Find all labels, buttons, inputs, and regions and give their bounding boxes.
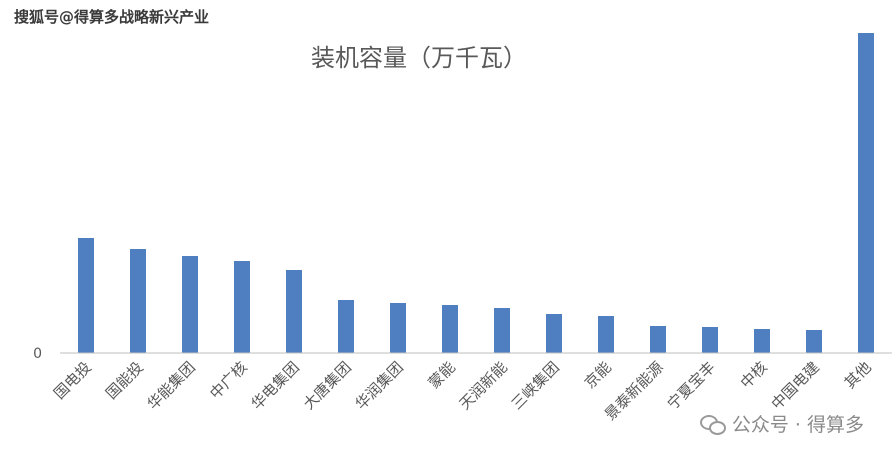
bar	[754, 329, 770, 353]
x-tick-label: 华能集团	[144, 358, 199, 413]
bar	[702, 327, 718, 353]
x-tick-label: 天润新能	[456, 358, 511, 413]
bars-group	[78, 33, 874, 353]
bar	[650, 326, 666, 353]
bar	[442, 305, 458, 353]
bar	[234, 261, 250, 353]
bar	[130, 249, 146, 353]
bar	[806, 330, 822, 353]
x-tick-label: 华润集团	[352, 358, 407, 413]
watermark-bottom: 公众号 · 得算多	[699, 410, 864, 437]
chart-title: 装机容量（万千瓦）	[311, 44, 527, 72]
watermark-top: 搜狐号@得算多战略新兴产业	[14, 8, 210, 26]
bar	[598, 316, 614, 353]
x-tick-label: 宁夏宝丰	[664, 358, 719, 413]
x-tick-label: 其他	[841, 358, 875, 392]
x-tick-label: 国能投	[102, 358, 147, 403]
bar	[546, 314, 562, 353]
bar	[338, 300, 354, 353]
bar	[286, 270, 302, 353]
x-tick-label: 国电投	[50, 358, 95, 403]
bar	[78, 238, 94, 353]
x-tick-label: 华电集团	[248, 358, 303, 413]
y-ticks: 0	[33, 346, 42, 362]
wechat-icon	[699, 413, 726, 435]
bar	[390, 303, 406, 353]
bar	[858, 33, 874, 353]
bar	[182, 256, 198, 353]
x-tick-label: 中广核	[206, 358, 251, 403]
x-tick-label: 中核	[737, 358, 771, 392]
x-tick-label: 三峡集团	[508, 358, 563, 413]
x-tick-label: 大唐集团	[300, 358, 355, 413]
watermark-bottom-text: 公众号 · 得算多	[731, 414, 864, 436]
bar	[494, 308, 510, 353]
x-tick-label: 中国电建	[768, 358, 823, 413]
y-tick-label: 0	[33, 346, 42, 362]
x-tick-label: 京能	[581, 358, 615, 392]
x-tick-label: 蒙能	[425, 358, 459, 392]
